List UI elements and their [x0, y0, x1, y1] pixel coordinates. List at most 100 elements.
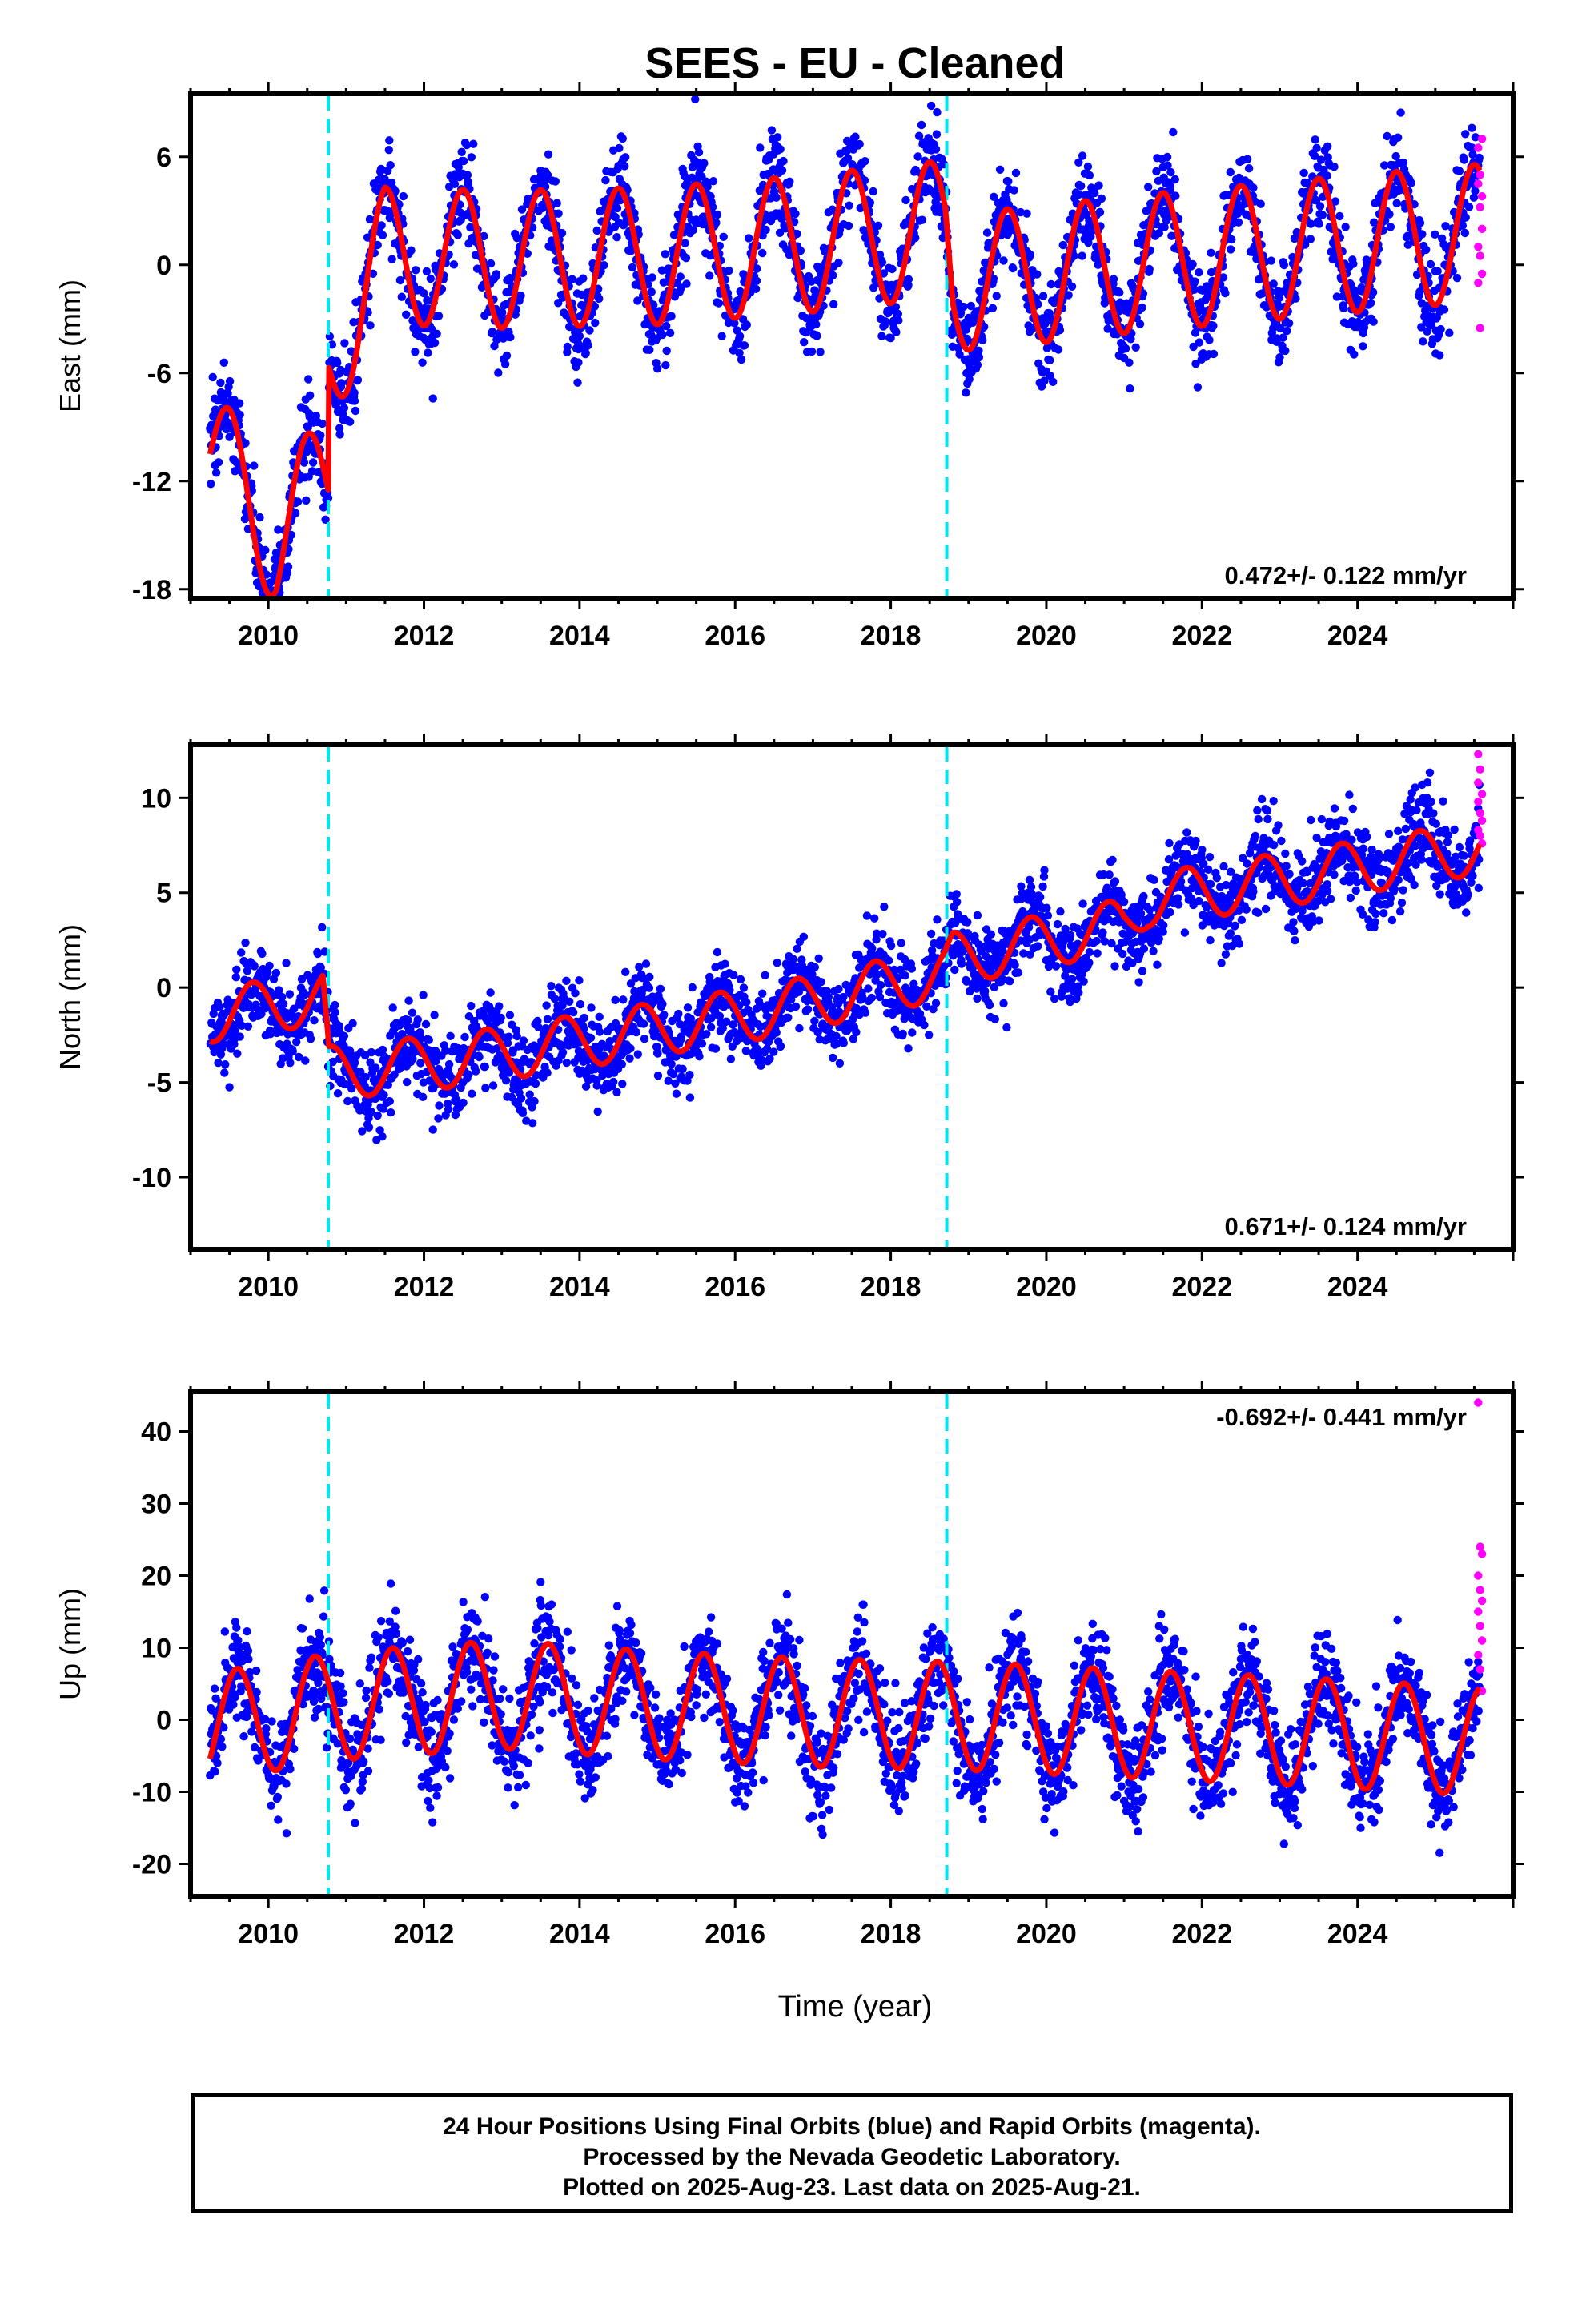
final-point — [678, 1064, 687, 1074]
final-point — [207, 480, 215, 489]
final-point — [1256, 199, 1265, 208]
final-point — [953, 898, 962, 907]
final-point — [1121, 344, 1130, 353]
rapid-point — [1476, 324, 1484, 332]
final-point — [544, 150, 553, 159]
final-point — [985, 1000, 994, 1010]
final-point — [475, 1052, 484, 1062]
final-point — [773, 959, 781, 967]
final-point — [633, 1050, 642, 1059]
final-point — [449, 260, 459, 269]
final-point — [758, 248, 767, 258]
chart-title: SEES - EU - Cleaned — [644, 39, 1065, 87]
final-point — [496, 1013, 505, 1023]
final-point — [676, 272, 685, 281]
final-point — [426, 274, 435, 283]
final-point — [1234, 218, 1243, 227]
final-point — [575, 976, 584, 985]
final-point — [1064, 291, 1073, 300]
final-point — [1126, 384, 1134, 393]
final-point — [422, 267, 432, 276]
final-point — [829, 300, 838, 308]
final-point — [584, 340, 592, 350]
final-point — [364, 1123, 374, 1132]
final-point — [225, 1083, 234, 1092]
final-point — [925, 1031, 934, 1039]
final-point — [435, 1101, 444, 1110]
final-point — [640, 1035, 649, 1043]
final-point — [387, 255, 396, 263]
final-point — [1315, 219, 1323, 228]
final-point — [1086, 232, 1095, 241]
rapid-point — [1474, 243, 1483, 251]
final-point — [626, 1044, 635, 1053]
final-point — [877, 332, 886, 340]
final-point — [307, 467, 317, 476]
final-point — [1330, 163, 1339, 171]
final-point — [1436, 324, 1445, 334]
final-point — [1166, 167, 1175, 177]
final-point — [446, 1031, 455, 1041]
final-point — [986, 930, 996, 939]
final-point — [348, 1019, 357, 1028]
final-point — [1367, 299, 1375, 308]
final-point — [304, 375, 313, 384]
final-point — [542, 1001, 551, 1010]
final-point — [672, 1089, 681, 1098]
x-tick-label: 2018 — [861, 621, 921, 651]
final-point — [933, 107, 942, 117]
final-point — [500, 360, 510, 368]
final-point — [261, 545, 270, 555]
final-point — [1323, 171, 1331, 180]
final-point — [1391, 151, 1400, 161]
final-point — [495, 1002, 504, 1011]
final-point — [713, 210, 722, 219]
final-point — [562, 1058, 571, 1068]
final-point — [1227, 235, 1236, 244]
final-point — [282, 959, 291, 967]
final-point — [419, 991, 428, 999]
final-point — [621, 153, 630, 162]
final-point — [363, 308, 372, 317]
final-point — [612, 203, 622, 213]
final-point — [303, 423, 312, 432]
final-point — [444, 1105, 453, 1114]
final-point — [1036, 892, 1045, 902]
final-point — [845, 201, 853, 210]
final-point — [1038, 882, 1047, 891]
rapid-point — [1477, 269, 1487, 279]
final-point — [1452, 274, 1462, 283]
final-point — [888, 264, 897, 274]
final-point — [351, 406, 360, 416]
final-point — [785, 177, 794, 186]
final-point — [568, 1007, 578, 1017]
final-point — [595, 1012, 604, 1022]
final-point — [1279, 260, 1289, 270]
final-point — [1169, 127, 1178, 137]
final-point — [467, 1001, 476, 1011]
x-tick-label: 2012 — [394, 621, 455, 651]
final-point — [318, 419, 327, 428]
final-point — [488, 328, 497, 336]
final-point — [1051, 962, 1061, 971]
final-point — [867, 993, 877, 1003]
final-point — [384, 146, 393, 155]
east-axis-label: East (mm) — [54, 279, 86, 412]
final-point — [1193, 383, 1203, 392]
final-point — [1339, 304, 1348, 312]
final-point — [1026, 251, 1035, 259]
final-point — [1227, 245, 1235, 254]
final-point — [595, 1027, 604, 1036]
final-point — [432, 329, 441, 338]
final-point — [761, 971, 769, 980]
final-point — [480, 1062, 489, 1072]
final-point — [403, 1077, 412, 1087]
final-point — [995, 165, 1005, 174]
final-point — [1349, 259, 1358, 268]
final-point — [726, 1055, 736, 1063]
final-point — [501, 1076, 511, 1085]
final-point — [665, 328, 675, 337]
final-point — [600, 261, 608, 270]
final-point — [340, 339, 349, 348]
final-point — [800, 338, 809, 347]
